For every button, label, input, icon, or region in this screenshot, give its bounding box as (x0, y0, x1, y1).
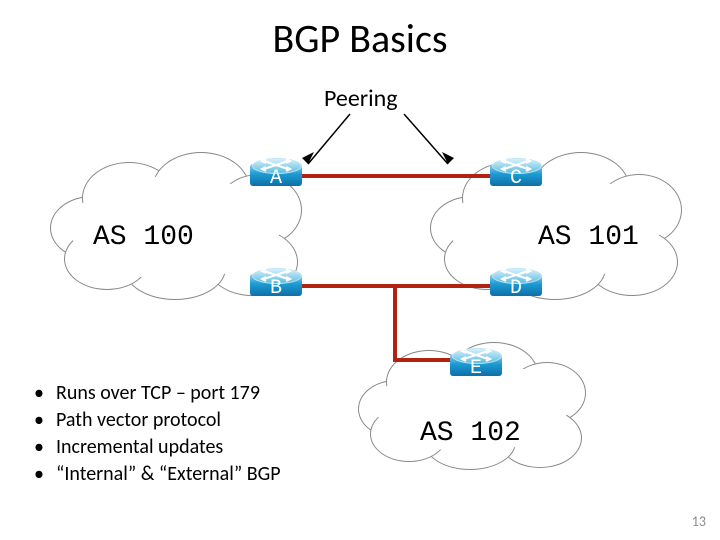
router-d: D (490, 268, 542, 304)
peering-label: Peering (324, 84, 398, 113)
bullet-item: •Runs over TCP – port 179 (34, 380, 281, 407)
peering-arrow-left (300, 112, 354, 170)
router-label-e: E (450, 357, 502, 380)
link-a-c (302, 174, 490, 178)
slide-title: BGP Basics (0, 14, 720, 63)
bullet-text: Path vector protocol (56, 407, 221, 434)
link-bd-drop (393, 284, 397, 362)
link-drop-e (393, 358, 455, 362)
bullet-text: Runs over TCP – port 179 (56, 380, 260, 407)
router-b: B (250, 268, 302, 304)
page-number: 13 (692, 513, 706, 530)
bullet-item: •“Internal” & “External” BGP (34, 461, 281, 488)
bullet-text: “Internal” & “External” BGP (56, 461, 281, 488)
bullet-text: Incremental updates (56, 434, 223, 461)
cloud-label-as101: AS 101 (538, 222, 639, 253)
bullet-item: •Incremental updates (34, 434, 281, 461)
router-label-b: B (250, 277, 302, 300)
router-label-c: C (490, 167, 542, 190)
router-a: A (250, 158, 302, 194)
cloud-label-as102: AS 102 (420, 418, 521, 449)
bullet-item: •Path vector protocol (34, 407, 281, 434)
router-c: C (490, 158, 542, 194)
router-e: E (450, 348, 502, 384)
router-label-a: A (250, 167, 302, 190)
bullet-list: •Runs over TCP – port 179 •Path vector p… (34, 380, 281, 488)
router-label-d: D (490, 277, 542, 300)
cloud-label-as100: AS 100 (93, 222, 194, 253)
